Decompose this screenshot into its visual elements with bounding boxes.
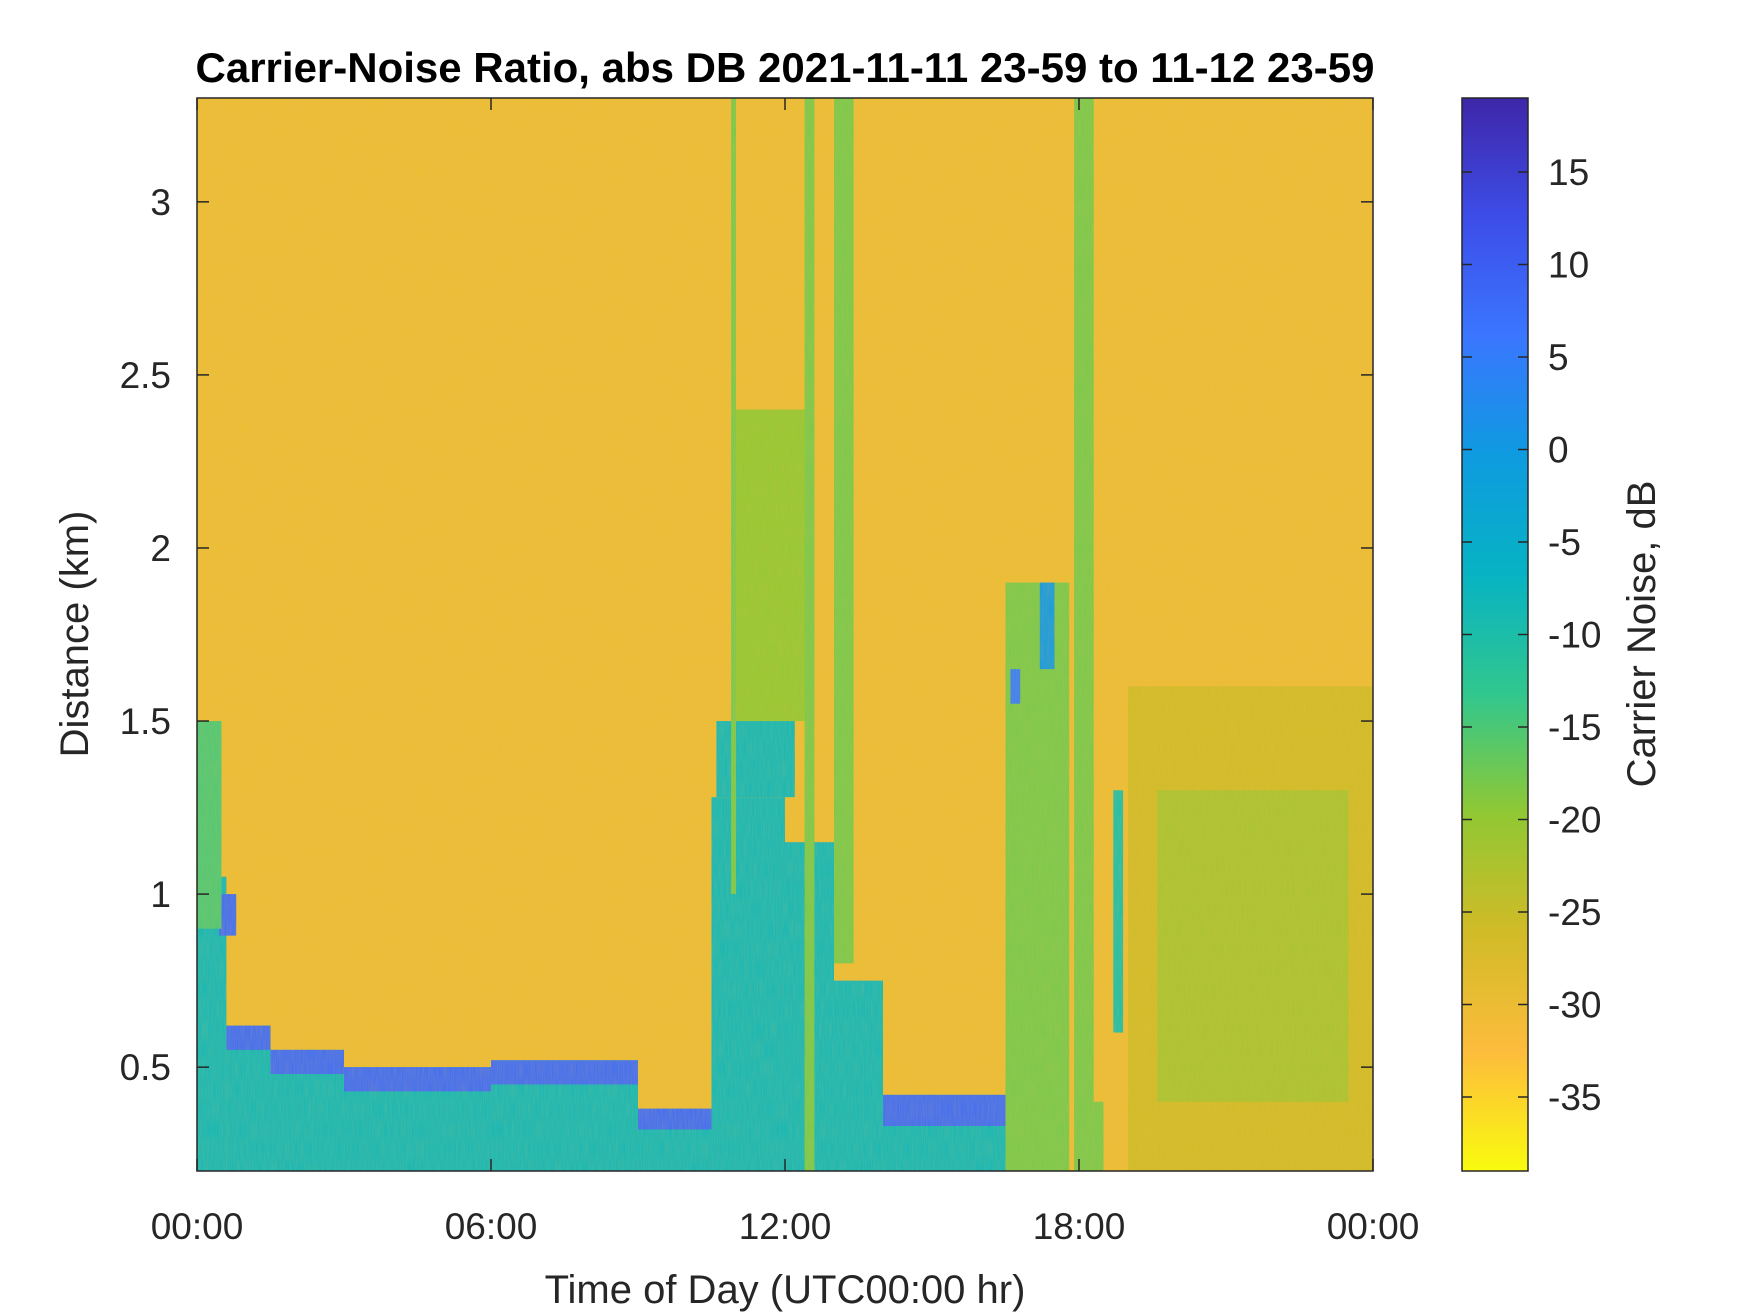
colorbar-tick-label: 5	[1548, 337, 1569, 378]
colorbar-tick-label: -5	[1548, 522, 1581, 563]
y-axis: 0.5 1 1.5 2 2.5 3	[120, 182, 1373, 1088]
colorbar-tick-label: -25	[1548, 892, 1601, 933]
colorbar-tick-label: -30	[1548, 985, 1601, 1026]
y-tick-label: 3	[150, 182, 171, 223]
colorbar-tick-label: -10	[1548, 615, 1601, 656]
noise-texture	[197, 98, 1373, 1171]
colorbar-tick-label: -35	[1548, 1077, 1601, 1118]
x-axis: 00:00 06:00 12:00 18:00 00:00	[151, 98, 1420, 1247]
colorbar-tick-label: 10	[1548, 245, 1589, 286]
colorbar-label: Carrier Noise, dB	[1620, 481, 1664, 788]
x-axis-label: Time of Day (UTC00:00 hr)	[545, 1268, 1026, 1312]
y-tick-label: 2	[150, 528, 171, 569]
colorbar-tick-label: -15	[1548, 707, 1601, 748]
y-tick-label: 1.5	[120, 701, 171, 742]
colorbar-tick-label: -20	[1548, 800, 1601, 841]
x-tick-label: 00:00	[151, 1206, 244, 1247]
y-tick-label: 0.5	[120, 1047, 171, 1088]
colorbar-tick-label: 0	[1548, 430, 1569, 471]
x-tick-label: 00:00	[1327, 1206, 1420, 1247]
colorbar-ticks: 15 10 5 0 -5 -10 -15 -20 -25 -30 -35	[1462, 152, 1601, 1118]
x-tick-label: 06:00	[445, 1206, 538, 1247]
y-tick-label: 1	[150, 874, 171, 915]
y-axis-label: Distance (km)	[53, 511, 97, 758]
colorbar	[1461, 97, 1529, 1172]
y-tick-label: 2.5	[120, 355, 171, 396]
x-tick-label: 18:00	[1033, 1206, 1126, 1247]
chart-title: Carrier-Noise Ratio, abs DB 2021-11-11 2…	[196, 44, 1375, 91]
x-tick-label: 12:00	[739, 1206, 832, 1247]
colorbar-tick-label: 15	[1548, 152, 1589, 193]
plot-area	[197, 98, 1373, 1171]
